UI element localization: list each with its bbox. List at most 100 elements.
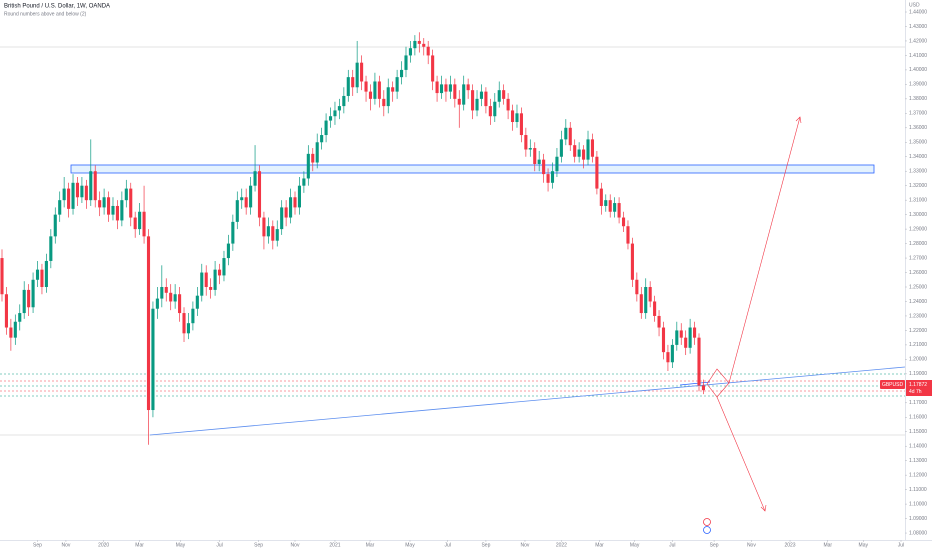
candle-body [155, 298, 159, 309]
y-tick-label: 1.21000 [909, 342, 927, 348]
candle-body [377, 81, 381, 99]
candle-body [320, 135, 324, 143]
x-tick-label: Jul [216, 542, 222, 548]
candle-body [22, 289, 26, 314]
candle-body [13, 321, 17, 338]
y-tick-label: 1.41000 [909, 53, 927, 59]
candle-body [89, 171, 93, 201]
candle-body [293, 197, 297, 208]
candle-body [550, 171, 555, 183]
y-tick-label: 1.26000 [909, 270, 927, 276]
candle-body [31, 279, 35, 308]
candle-body [106, 197, 111, 215]
candle-body [129, 188, 133, 218]
y-tick-label: 1.33000 [909, 169, 927, 175]
candle-body [111, 205, 115, 215]
candle-body [351, 77, 355, 88]
y-tick-label: 1.37000 [909, 111, 927, 117]
candle-body [453, 84, 457, 99]
candle-body [360, 62, 364, 82]
x-tick-label: May [176, 542, 186, 548]
y-tick-label: 1.13000 [909, 458, 927, 464]
candle-body [515, 113, 519, 123]
candle-body [391, 87, 395, 92]
candle-body [204, 272, 208, 288]
candle-body [266, 226, 270, 237]
candle-body [675, 330, 679, 345]
arrow-head [760, 504, 767, 512]
y-tick-label: 1.31000 [909, 197, 927, 203]
event-icon[interactable] [703, 526, 711, 534]
y-tick-label: 1.34000 [909, 154, 927, 160]
candle-body [448, 84, 452, 92]
y-tick-label: 1.17000 [909, 400, 927, 406]
candle-body [373, 81, 377, 99]
candle-body [324, 120, 328, 136]
y-tick-label: 1.20000 [909, 357, 927, 363]
y-tick-label: 1.40000 [909, 67, 927, 73]
candle-body [102, 197, 106, 208]
candle-body [182, 313, 186, 334]
candle-body [639, 294, 643, 314]
y-tick-label: 1.24000 [909, 299, 927, 305]
x-tick-label: May [405, 542, 415, 548]
candle-body [0, 258, 4, 295]
candle-body [573, 145, 577, 157]
x-tick-label: 2023 [784, 542, 795, 548]
candle-body [27, 289, 31, 308]
candle-body [297, 185, 302, 208]
y-tick-label: 1.28000 [909, 241, 927, 247]
candle-body [93, 171, 97, 201]
x-tick-label: Mar [366, 542, 375, 548]
candle-body [346, 77, 350, 96]
axes: 1.44000 1.43000 1.42000 1.41000 1.40000 1.390… [33, 9, 927, 548]
candle-body [679, 330, 683, 338]
candle-body [333, 110, 337, 117]
candle-body [524, 135, 528, 150]
candle-body [209, 287, 213, 290]
candle-body [533, 148, 537, 164]
candle-body [328, 116, 333, 121]
candle-body [302, 178, 306, 186]
candle-body [124, 188, 128, 201]
trend-line [679, 381, 711, 386]
candle-body [417, 40, 421, 44]
candle-body [546, 174, 550, 183]
supply-zone [70, 164, 875, 174]
event-icon[interactable] [703, 518, 711, 526]
candle-body [599, 188, 603, 206]
candle-body [195, 295, 199, 309]
candle-body [306, 153, 310, 179]
y-tick-label: 1.36000 [909, 125, 927, 131]
indicator-name: Round numbers above and below (2) [4, 11, 87, 17]
candle-body [67, 188, 71, 209]
candle-body [53, 214, 57, 237]
candle-body [497, 90, 501, 102]
x-tick-label: May [859, 542, 869, 548]
candle-body [49, 236, 53, 261]
candle-body [315, 142, 319, 163]
candle-body [586, 139, 590, 160]
candle-body [693, 327, 697, 338]
candle-body [479, 91, 484, 99]
trend-line [149, 366, 906, 436]
candle-body [475, 98, 479, 111]
x-tick-label: Sep [254, 542, 263, 548]
candle-body [4, 294, 8, 328]
x-tick-label: 2022 [556, 542, 567, 548]
x-tick-label: Mar [595, 542, 604, 548]
candle-body [368, 91, 373, 99]
y-tick-label: 1.29000 [909, 226, 927, 232]
candle-body [164, 287, 168, 293]
candle-body [688, 327, 692, 348]
candle-body [502, 90, 506, 99]
y-axis-label: USD [909, 2, 920, 8]
candle-body [364, 81, 368, 92]
candle-body [528, 148, 532, 150]
x-tick-label: May [630, 542, 640, 548]
candle-body [701, 385, 705, 391]
x-tick-label: Nov [61, 542, 70, 548]
candle-body [169, 292, 173, 302]
y-tick-label: 1.30000 [909, 212, 927, 218]
candle-body [519, 113, 523, 136]
